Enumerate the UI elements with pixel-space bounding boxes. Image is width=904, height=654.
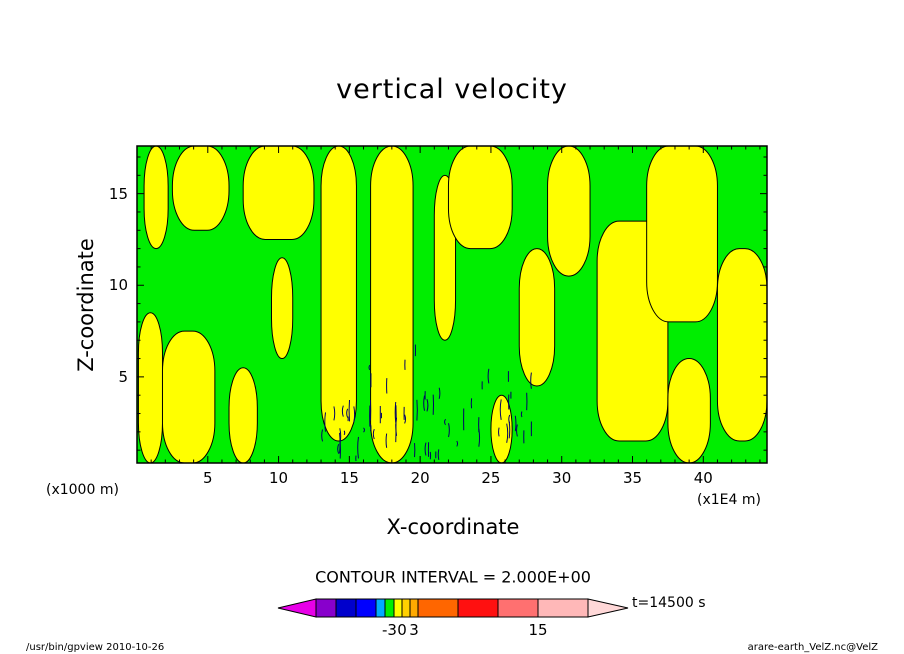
contour-line bbox=[337, 443, 340, 454]
colorbar-cell bbox=[457, 598, 499, 618]
y-tick-label: 10 bbox=[108, 276, 128, 295]
contour-line bbox=[368, 364, 371, 371]
positive-region bbox=[447, 146, 513, 250]
contour-line bbox=[321, 429, 324, 442]
x-unit-left: (x1000 m) bbox=[46, 482, 119, 498]
colorbar-arrow-right bbox=[587, 598, 629, 618]
contour-line bbox=[437, 449, 440, 460]
positive-region bbox=[547, 146, 591, 277]
contour-line bbox=[516, 424, 518, 437]
contour-line bbox=[448, 423, 450, 438]
footer-right: arare-earth_VelZ.nc@VelZ bbox=[747, 642, 878, 653]
contour-line bbox=[357, 436, 359, 459]
colorbar-tick-label: -3 bbox=[382, 621, 397, 639]
colorbar bbox=[277, 598, 629, 618]
time-label: t=14500 s bbox=[632, 595, 706, 611]
contour-line bbox=[394, 401, 397, 423]
x-tick-label: 5 bbox=[203, 469, 213, 487]
contour-line bbox=[346, 408, 349, 418]
colorbar-cell bbox=[417, 598, 459, 618]
contour-line bbox=[499, 399, 502, 420]
colorbar-cell bbox=[401, 598, 411, 618]
contour-line bbox=[324, 412, 326, 432]
x-axis-label: X-coordinate bbox=[386, 515, 520, 539]
contour-line bbox=[343, 430, 346, 436]
contour-line bbox=[363, 427, 365, 433]
y-tick-label: 5 bbox=[118, 367, 128, 386]
positive-region bbox=[137, 312, 163, 463]
colorbar-cell bbox=[335, 598, 357, 618]
positive-region bbox=[716, 248, 767, 442]
contour-line bbox=[438, 387, 441, 399]
contour-line bbox=[487, 368, 490, 384]
contour-line bbox=[333, 406, 336, 421]
contour-line bbox=[424, 442, 427, 456]
contour-line bbox=[508, 414, 511, 424]
colorbar-cell bbox=[375, 598, 386, 618]
contour-line bbox=[385, 433, 388, 448]
contour-line bbox=[514, 415, 517, 432]
contour-line bbox=[508, 421, 511, 439]
colorbar-arrow-left bbox=[277, 598, 317, 618]
contour-line bbox=[369, 424, 372, 432]
contour-line bbox=[426, 398, 429, 412]
x-tick-label: 10 bbox=[269, 469, 289, 487]
x-tick-label: 25 bbox=[481, 469, 501, 487]
contour-line bbox=[444, 418, 447, 426]
colorbar-tick-label: 0 bbox=[397, 621, 407, 639]
positive-region bbox=[171, 146, 230, 231]
positive-region bbox=[667, 358, 711, 463]
chart-title: vertical velocity bbox=[336, 74, 568, 105]
positive-region bbox=[646, 146, 718, 323]
x-tick-label: 35 bbox=[622, 469, 643, 487]
colorbar-tick-label: 15 bbox=[528, 621, 548, 639]
colorbar-tick-label: 3 bbox=[409, 621, 419, 639]
contour-line bbox=[520, 411, 523, 418]
contour-regions bbox=[137, 146, 767, 463]
positive-region bbox=[270, 257, 294, 360]
x-tick-label: 15 bbox=[339, 469, 359, 487]
x-unit-right: (x1E4 m) bbox=[697, 492, 761, 508]
contour-interval-label: CONTOUR INTERVAL = 2.000E+00 bbox=[315, 567, 591, 587]
colorbar-cell bbox=[497, 598, 539, 618]
contour-line bbox=[506, 423, 509, 443]
colorbar-cell bbox=[315, 598, 337, 618]
x-ticks bbox=[150, 146, 761, 463]
contour-line bbox=[341, 405, 344, 417]
colorbar-cell bbox=[355, 598, 377, 618]
y-ticks bbox=[137, 156, 767, 451]
y-axis-label: Z-coordinate bbox=[74, 238, 98, 372]
contour-lines bbox=[321, 344, 532, 462]
colorbar-cell bbox=[537, 598, 589, 618]
contour-line bbox=[353, 406, 356, 423]
positive-region bbox=[370, 146, 414, 463]
contour-line bbox=[498, 427, 500, 437]
positive-region bbox=[518, 248, 556, 387]
x-tick-label: 40 bbox=[693, 469, 713, 487]
x-tick-label: 20 bbox=[410, 469, 430, 487]
contour-line bbox=[372, 428, 375, 440]
plot-frame bbox=[136, 145, 768, 464]
contour-line bbox=[404, 414, 407, 424]
positive-region bbox=[143, 146, 169, 250]
contour-line bbox=[530, 372, 532, 389]
positive-region bbox=[320, 146, 357, 442]
colorbar-cell bbox=[393, 598, 403, 618]
x-tick-label: 30 bbox=[552, 469, 572, 487]
footer-left: /usr/bin/gpview 2010-10-26 bbox=[26, 642, 165, 653]
contour-line bbox=[423, 395, 425, 411]
positive-region bbox=[161, 330, 216, 463]
colorbar-cell bbox=[409, 598, 419, 618]
positive-region bbox=[228, 367, 258, 463]
contour-line bbox=[456, 440, 459, 447]
colorbar-cell bbox=[384, 598, 395, 618]
y-tick-label: 15 bbox=[108, 184, 128, 203]
contour-line bbox=[339, 428, 342, 445]
positive-region bbox=[242, 146, 315, 240]
